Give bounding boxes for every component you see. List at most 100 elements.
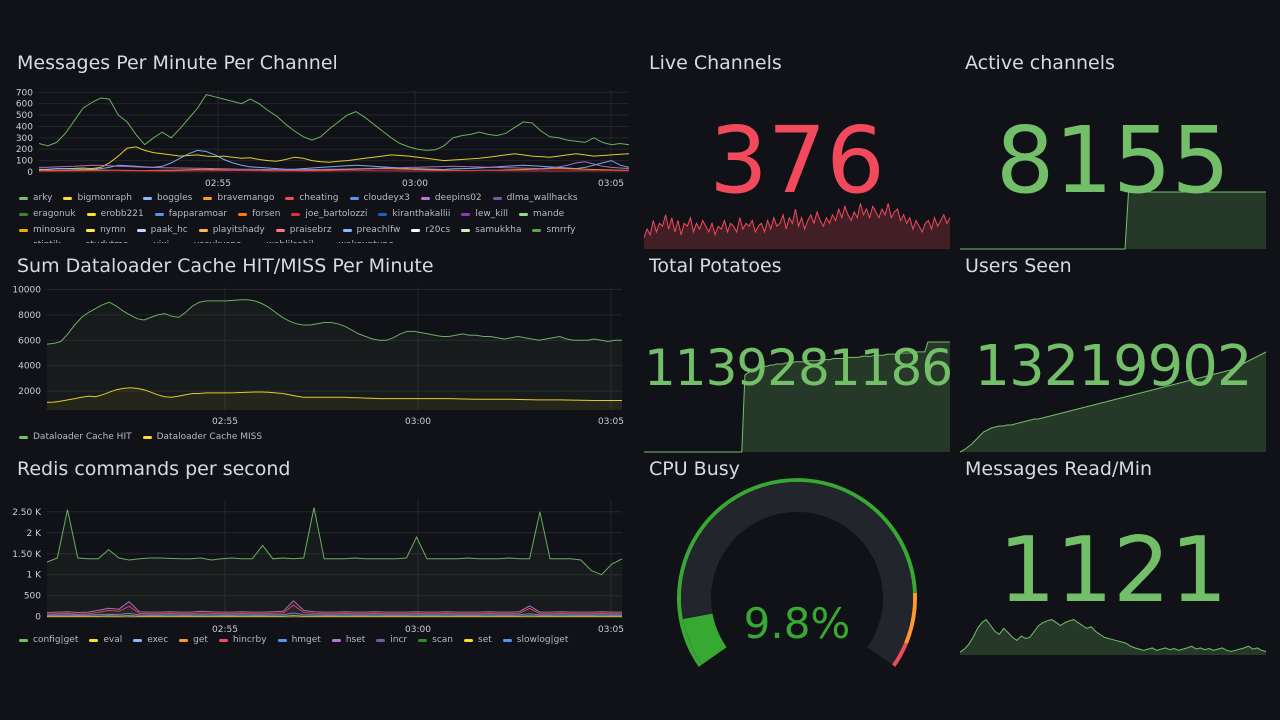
legend-item[interactable]: Dataloader Cache HIT [19, 430, 132, 446]
legend-item[interactable]: lew_kill [461, 207, 508, 223]
legend-item[interactable]: config|get [19, 633, 78, 649]
legend-item[interactable]: samukkha [461, 223, 521, 239]
legend-item[interactable]: erobb221 [86, 207, 144, 223]
cpu-busy-value: 9.8% [743, 599, 851, 648]
legend-item[interactable]: bravemango [203, 191, 274, 207]
legend-item[interactable]: hincrby [218, 633, 267, 649]
legend-item[interactable]: set [464, 633, 492, 649]
legend-item[interactable]: slowlog|get [502, 633, 568, 649]
series-line-forsen [39, 170, 629, 172]
dataloader-chart: 2000 4000 6000 8000 10000 02:55 03:00 03:05 [12, 286, 624, 427]
legend-label: fapparamoar [168, 208, 228, 219]
legend-item[interactable]: Dataloader Cache MISS [142, 430, 262, 446]
legend-item[interactable]: deepins02 [420, 191, 482, 207]
series-line-boggles [38, 149, 630, 171]
y-tick-label: 1 K [27, 571, 43, 581]
legend-item[interactable]: smrrfy [532, 223, 576, 239]
legend-swatch [19, 228, 28, 232]
legend-label: Dataloader Cache HIT [33, 432, 132, 442]
legend-item[interactable]: hset [331, 633, 365, 649]
legend-label: praisebrz [289, 224, 332, 235]
legend-swatch [464, 639, 473, 643]
y-tick-label: 300 [16, 134, 33, 144]
x-tick-label: 02:55 [205, 179, 231, 189]
legend-item[interactable]: eragonuk [19, 207, 76, 223]
readmin-spark-area [960, 619, 1266, 655]
users-seen-title: Users Seen [965, 255, 1072, 277]
users-seen-sparkline [959, 351, 1267, 453]
legend-item[interactable]: vsevkusno [180, 238, 241, 243]
legend-swatch [218, 639, 228, 643]
redis-title: Redis commands per second [17, 458, 291, 480]
legend-label: paak_hc [150, 224, 188, 235]
legend-item[interactable]: scan [418, 633, 453, 649]
y-tick-label: 10000 [12, 286, 41, 296]
legend-label: hmget [291, 635, 321, 645]
series-area-Dataloader Cache MISS [47, 387, 622, 410]
legend-label: bigmonraph [77, 193, 132, 203]
legend-item[interactable]: bigmonraph [63, 191, 132, 207]
gauge-threshold-band [904, 592, 917, 644]
legend-item[interactable]: arky [19, 191, 52, 207]
messages-read-value: 1121 [998, 518, 1228, 623]
legend-swatch [331, 639, 341, 643]
legend-item[interactable]: boggles [142, 191, 192, 207]
x-tick-label: 03:00 [405, 625, 431, 635]
legend-item[interactable]: exec [133, 633, 168, 649]
legend-swatch [19, 213, 28, 216]
legend-item[interactable]: wablilsabil [253, 238, 314, 243]
legend-item[interactable]: cloudeyx3 [349, 191, 410, 207]
y-tick-label: 1.50 K [12, 550, 42, 560]
potatoes-spark-line [644, 341, 950, 453]
legend-item[interactable]: kiranthakallii [378, 207, 450, 223]
legend-swatch [277, 639, 287, 643]
legend-item[interactable]: preachlfw [342, 223, 400, 239]
legend-swatch [86, 213, 96, 216]
legend-item[interactable]: cheating [285, 191, 339, 207]
legend-item[interactable]: studytme [72, 238, 129, 243]
legend-label: deepins02 [434, 193, 482, 203]
messages-read-panel: Messages Read/Min 1121 [959, 458, 1267, 656]
legend-item[interactable]: vixi [139, 238, 169, 243]
legend-item[interactable]: dlma_wallhacks [492, 191, 578, 207]
series-line-Dataloader Cache HIT [46, 299, 622, 345]
legend-item[interactable]: fapparamoar [154, 207, 228, 223]
legend-swatch [179, 639, 189, 643]
legend-label: playitshady [212, 224, 265, 235]
active-spark-area [960, 192, 1266, 249]
legend-label: joe_bartolozzi [305, 208, 368, 219]
legend-item[interactable]: get [179, 633, 208, 649]
legend-label: nymn [100, 224, 126, 235]
live-spark-area [644, 203, 950, 249]
legend-item[interactable]: stintik [19, 238, 61, 243]
x-tick-label: 02:55 [212, 417, 238, 427]
legend-label: arky [33, 193, 53, 203]
legend-swatch [532, 228, 542, 232]
series-line-cheating [38, 161, 630, 171]
legend-swatch [86, 228, 96, 232]
live-spark-line [643, 203, 951, 238]
cpu-busy-panel: CPU Busy 9.8% [644, 458, 950, 667]
active-channels-title: Active channels [965, 52, 1115, 74]
legend-item[interactable]: praisebrz [275, 223, 332, 239]
legend-item[interactable]: hmget [277, 633, 321, 649]
legend-item[interactable]: mande [518, 207, 564, 223]
cpu-busy-gauge [677, 478, 917, 667]
legend-item[interactable]: forsen [238, 207, 280, 223]
legend-item[interactable]: paak_hc [136, 223, 188, 239]
legend-item[interactable]: wakeuptune [325, 238, 394, 243]
legend-item[interactable]: nymn [86, 223, 126, 239]
legend-item[interactable]: playitshady [198, 223, 265, 239]
legend-item[interactable]: eval [89, 633, 122, 649]
legend-item[interactable]: r20cs [411, 223, 450, 239]
legend-label: studytme [86, 238, 129, 243]
legend-item[interactable]: incr [376, 633, 407, 649]
legend-item[interactable]: joe_bartolozzi [291, 207, 367, 223]
legend-swatch [19, 436, 28, 440]
legend-item[interactable]: minosura [19, 223, 75, 239]
potatoes-spark-area [644, 342, 950, 452]
legend-swatch [19, 639, 28, 643]
users-spark-line [959, 351, 1267, 453]
legend-label: cheating [299, 193, 339, 203]
live-channels-value: 376 [709, 107, 885, 214]
